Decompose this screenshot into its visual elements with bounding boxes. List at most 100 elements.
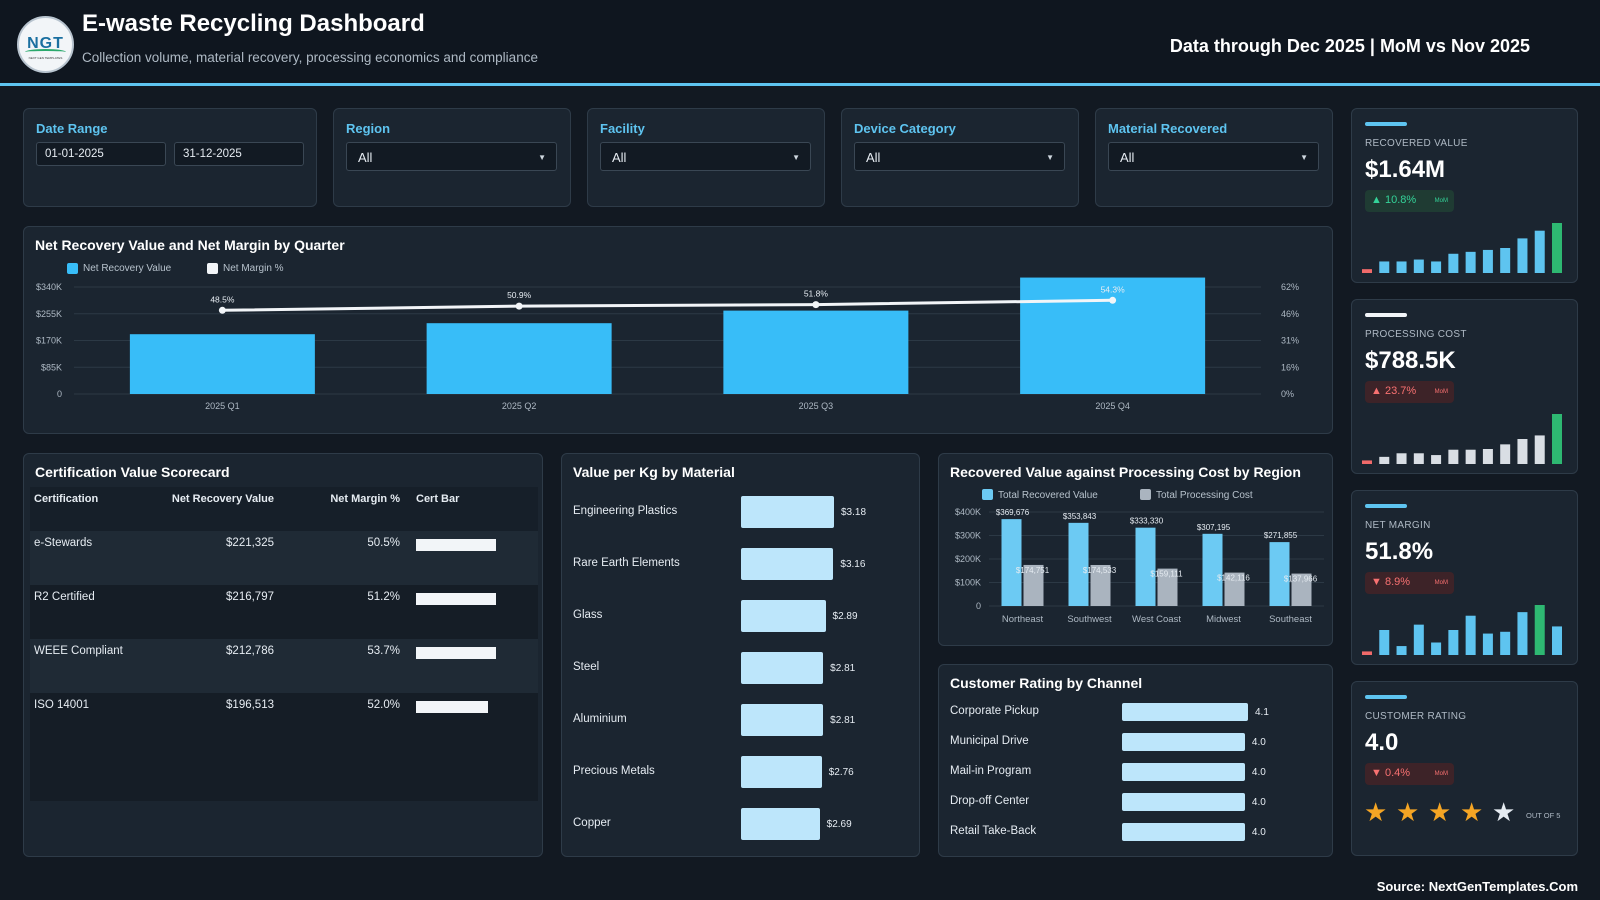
triangle-down-icon: ▼ [1371, 767, 1385, 779]
material-label: Glass [573, 609, 603, 621]
table-row: e-Stewards $221,325 50.5% [30, 531, 538, 585]
y-tick-label: $100K [955, 578, 981, 588]
y2-tick-label: 62% [1281, 282, 1299, 292]
rating-channel-panel: Customer Rating by Channel Corporate Pic… [938, 664, 1333, 857]
sparkline-bar [1482, 249, 1493, 273]
sparkline-bar [1465, 251, 1476, 273]
channel-rating-label: 4.0 [1251, 767, 1266, 778]
recovered-value-label: $369,676 [996, 508, 1030, 517]
channel-label: Drop-off Center [950, 795, 1030, 807]
net-recovery-bar [723, 310, 909, 394]
value-per-kg-label: $2.81 [830, 663, 856, 674]
channel-rating-label: 4.1 [1255, 707, 1269, 718]
net-margin-point [515, 302, 523, 310]
sparkline-bar [1396, 646, 1407, 655]
header-bar [0, 0, 1600, 86]
mom-label: MoM [1434, 389, 1448, 395]
net-margin-label: 50.9% [507, 290, 532, 300]
kpi-sparkline [1362, 414, 1562, 464]
sparkline-bar [1448, 630, 1459, 655]
sparkline-bar [1465, 615, 1476, 655]
net-margin-point [812, 301, 820, 309]
y-tick-label: $255K [36, 309, 62, 319]
y-tick-label: $170K [36, 336, 62, 346]
processing-cost-label: $142,116 [1217, 574, 1250, 583]
kpi-delta-badge: ▲ 23.7% MoM [1365, 381, 1454, 403]
cert-bar [416, 593, 496, 605]
sparkline-bar [1517, 439, 1528, 464]
cert-name: R2 Certified [34, 591, 95, 603]
x-tick-label: Southeast [1269, 614, 1312, 625]
x-tick-label: 2025 Q1 [205, 401, 240, 411]
device-category-select[interactable]: All ▼ [854, 142, 1065, 171]
cert-bar [416, 539, 496, 551]
rating-channel-title: Customer Rating by Channel [950, 675, 1143, 691]
sparkline-bar [1362, 651, 1372, 655]
sparkline-bar [1396, 261, 1407, 273]
end-date-input[interactable]: 31-12-2025 [174, 142, 304, 166]
x-tick-label: West Coast [1132, 614, 1181, 625]
kpi-sparkline [1362, 605, 1562, 655]
material-label: Engineering Plastics [573, 505, 678, 517]
y2-tick-label: 16% [1281, 362, 1299, 372]
logo-swoosh [25, 49, 66, 55]
sparkline-bar [1534, 230, 1545, 273]
legend-processing-cost: Total Processing Cost [1156, 490, 1253, 501]
value-per-kg-label: $3.16 [840, 559, 866, 570]
legend-swatch-net-margin [207, 263, 218, 274]
processing-cost-label: $159,111 [1150, 570, 1183, 579]
cert-bar [416, 701, 488, 713]
x-tick-label: 2025 Q2 [502, 401, 537, 411]
material-recovered-value: All [1120, 150, 1135, 165]
value-per-kg-bar [741, 548, 834, 580]
page-title: E-waste Recycling Dashboard [82, 10, 425, 37]
kpi-label: CUSTOMER RATING [1365, 711, 1467, 722]
mom-label: MoM [1434, 580, 1448, 586]
material-recovered-select[interactable]: All ▼ [1108, 142, 1319, 171]
device-category-value: All [866, 150, 881, 165]
rating-out-of: OUT OF 5 [1526, 811, 1561, 820]
channel-rating-bar [1122, 763, 1245, 781]
value-per-kg-bar [741, 808, 820, 840]
kpi-delta-value: 0.4% [1384, 767, 1411, 779]
facility-select[interactable]: All ▼ [600, 142, 811, 171]
region-select[interactable]: All ▼ [346, 142, 557, 171]
y-tick-label: $300K [955, 531, 981, 541]
recovered-value-bar [1269, 542, 1290, 606]
region-chart-panel: Recovered Value against Processing Cost … [938, 453, 1333, 646]
chevron-down-icon: ▼ [1046, 153, 1054, 162]
net-recovery-value: $221,325 [226, 537, 274, 549]
net-margin-point [218, 306, 226, 314]
kpi-delta-value: 23.7% [1384, 385, 1417, 397]
recovered-value-label: $271,855 [1264, 531, 1298, 540]
value-per-kg-label: $2.69 [826, 819, 852, 830]
sparkline-bar [1482, 449, 1493, 464]
legend-net-recovery: Net Recovery Value [83, 263, 172, 274]
triangle-up-icon: ▲ [1371, 194, 1385, 206]
sparkline-bar [1379, 630, 1390, 655]
triangle-up-icon: ▲ [1371, 385, 1385, 397]
value-per-kg-bar [741, 756, 822, 788]
channel-rating-label: 4.0 [1251, 827, 1266, 838]
table-row: R2 Certified $216,797 51.2% [30, 585, 538, 639]
channel-label: Corporate Pickup [950, 705, 1039, 717]
sparkline-bar [1552, 414, 1562, 464]
net-recovery-bar [426, 323, 612, 394]
start-date-input[interactable]: 01-01-2025 [36, 142, 166, 166]
recovered-value-bar [1068, 522, 1089, 606]
sparkline-bar [1534, 605, 1545, 655]
sparkline-bar [1448, 253, 1459, 273]
kpi-card-customer-rating: CUSTOMER RATING 4.0 ▼ 0.4% MoM ★ ★ ★ ★ ★ OUT OF 5 [1351, 681, 1578, 856]
chevron-down-icon: ▼ [1300, 153, 1308, 162]
value-per-kg-chart: Engineering Plastics $3.18 Rare Earth Elem… [562, 454, 921, 858]
recovered-value-bar [1001, 519, 1022, 606]
kpi-card-recovered-value: RECOVERED VALUE $1.64M ▲ 10.8% MoM [1351, 108, 1578, 283]
chevron-down-icon: ▼ [792, 153, 800, 162]
kpi-delta-badge: ▲ 10.8% MoM [1365, 190, 1454, 212]
header-cell: Cert Bar [416, 493, 460, 505]
y-tick-label: $85K [41, 362, 62, 372]
value-per-kg-label: $3.18 [841, 507, 867, 518]
sparkline-bar [1431, 642, 1442, 655]
cert-name: WEEE Compliant [34, 645, 123, 657]
value-per-kg-title: Value per Kg by Material [573, 464, 735, 480]
